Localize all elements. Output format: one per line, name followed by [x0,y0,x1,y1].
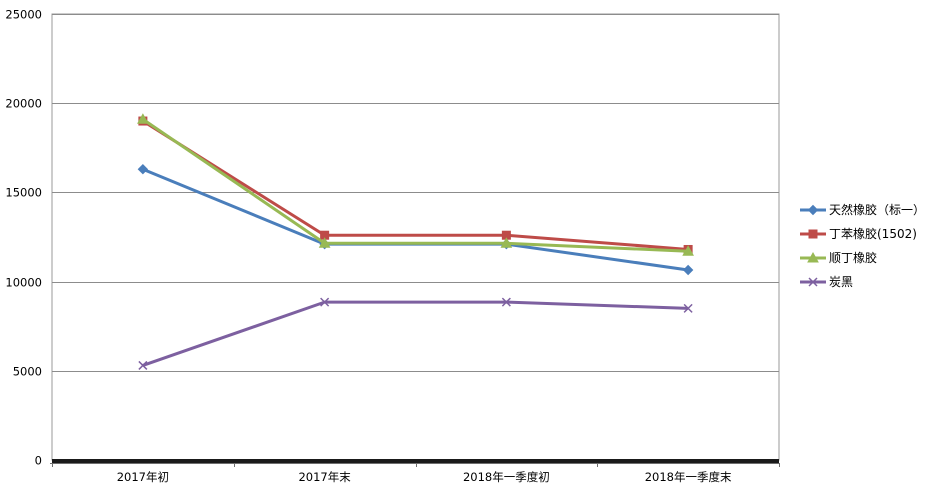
square-marker [808,229,818,239]
x-tick-label: 2017年初 [117,470,169,484]
legend-label: 炭黑 [829,275,853,289]
legend-item: 天然橡胶（标一） [800,202,925,217]
series-group [137,164,694,276]
legend-item: 顺丁橡胶 [800,250,877,265]
diamond-marker [807,204,819,216]
legend-label: 天然橡胶（标一） [829,202,925,217]
x-marker-stroke [320,297,330,307]
series-line [142,118,689,253]
triangle-marker [500,237,513,248]
y-tick-label: 10000 [5,276,42,290]
x-tick-label: 2018年一季度初 [463,470,550,484]
diamond-marker [682,264,694,276]
y-tick-label: 5000 [13,365,42,379]
x-axis-line [52,459,779,463]
x-tick-label: 2018年一季度末 [645,470,732,484]
y-tick-label: 0 [35,454,42,468]
series-line [142,300,689,367]
x-marker [808,277,818,287]
legend-label: 丁苯橡胶(1502) [829,226,917,241]
x-tick-label: 2017年末 [298,470,351,484]
series-group [137,113,694,256]
y-tick-label: 15000 [5,186,42,200]
triangle-marker [807,251,819,263]
legend-item: 炭黑 [800,275,853,289]
x-marker-stroke [808,277,818,287]
triangle-marker [682,245,694,256]
legend-item: 丁苯橡胶(1502) [800,226,917,241]
x-marker-stroke [501,297,511,307]
x-marker-stroke [138,360,148,370]
series-line [142,119,689,251]
triangle-marker [137,113,149,124]
x-marker [138,360,148,370]
triangle-marker [318,237,331,248]
x-marker [683,303,693,313]
series-group [138,116,693,254]
x-marker [320,297,330,307]
y-tick-label: 20000 [5,97,42,111]
plot-area: 0 5000 10000 15000 20000 25000 2017年初 2017年末 201… [5,8,780,484]
y-tick-label: 25000 [5,8,42,22]
x-marker-stroke [683,303,693,313]
diamond-marker [137,164,149,175]
series-group [138,297,693,370]
plot-border [51,13,780,461]
x-marker [501,297,511,307]
legend-label: 顺丁橡胶 [829,250,877,265]
series-line [142,167,689,272]
